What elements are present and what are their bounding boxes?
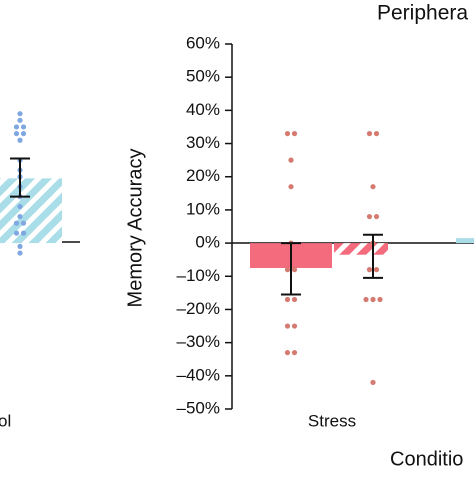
y-tick-label: 40% <box>186 100 220 119</box>
data-point <box>363 296 369 303</box>
data-point <box>291 267 298 273</box>
data-point <box>20 230 27 236</box>
bar <box>334 243 388 255</box>
data-point <box>291 349 298 356</box>
data-point <box>284 267 291 273</box>
data-point <box>13 124 20 130</box>
data-point <box>366 267 373 273</box>
data-point <box>13 230 20 236</box>
data-point <box>291 323 298 329</box>
data-point <box>370 184 376 190</box>
data-point <box>370 379 376 386</box>
data-point <box>17 203 23 210</box>
y-tick-label: 20% <box>186 166 220 185</box>
data-point <box>17 117 23 123</box>
data-point <box>373 267 380 273</box>
data-point <box>284 130 291 137</box>
data-point <box>288 157 294 163</box>
data-point <box>13 130 20 137</box>
data-point <box>284 349 291 356</box>
x-tick-label: ol <box>0 411 11 430</box>
data-point <box>20 220 27 226</box>
bar <box>0 178 62 244</box>
data-point <box>17 137 23 143</box>
y-tick-label: –40% <box>177 365 220 384</box>
data-point <box>20 130 27 137</box>
data-point <box>17 243 23 250</box>
y-tick-label: 10% <box>186 199 220 218</box>
data-point <box>377 296 383 303</box>
error-bar <box>363 233 383 279</box>
y-axis-label: Memory Accuracy <box>124 149 146 308</box>
data-point <box>17 111 23 117</box>
y-tick-label: –30% <box>177 332 220 351</box>
data-point <box>284 296 291 303</box>
chart-title: Periphera <box>377 2 468 25</box>
y-tick-label: 0% <box>195 233 220 252</box>
bar <box>456 238 474 244</box>
y-tick-label: 60% <box>186 33 220 52</box>
data-point <box>291 130 298 137</box>
x-axis-label: Conditio <box>390 448 463 470</box>
y-tick-label: 50% <box>186 67 220 86</box>
data-point <box>366 130 373 137</box>
data-point <box>20 124 27 130</box>
y-tick-label: 30% <box>186 133 220 152</box>
data-point <box>366 213 373 220</box>
x-tick-label: Stress <box>308 411 356 430</box>
data-point <box>17 250 23 256</box>
data-point <box>17 213 23 220</box>
data-point <box>288 184 294 190</box>
data-point <box>13 220 20 226</box>
y-tick-label: –10% <box>177 266 220 285</box>
data-point <box>373 213 380 220</box>
data-point <box>373 130 380 137</box>
data-point <box>284 323 291 329</box>
data-point <box>370 296 376 303</box>
error-bar <box>281 242 301 296</box>
y-tick-label: –50% <box>177 398 220 417</box>
y-tick-label: –20% <box>177 299 220 318</box>
data-point <box>291 296 298 303</box>
error-bar <box>10 157 30 198</box>
